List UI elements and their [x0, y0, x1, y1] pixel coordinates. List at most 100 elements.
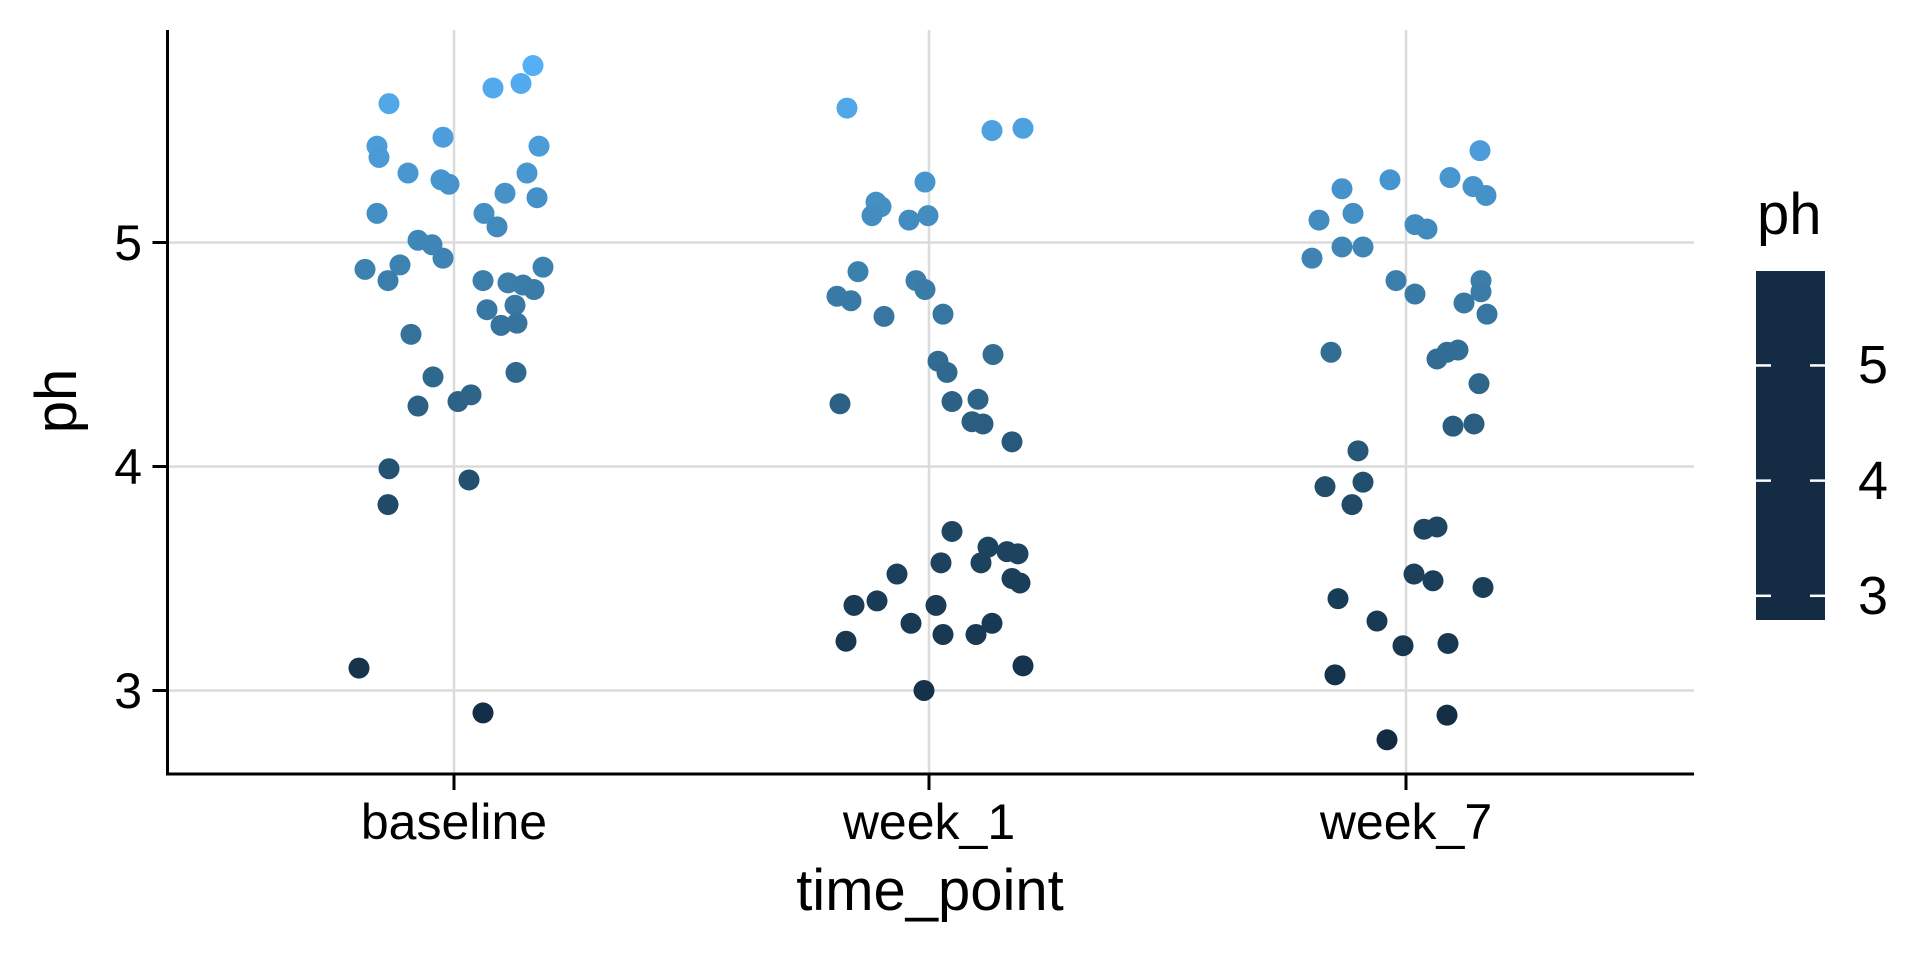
data-point	[1331, 178, 1353, 200]
data-point	[490, 314, 512, 336]
data-point	[432, 247, 454, 269]
data-point	[476, 299, 498, 321]
legend-gradient-bar	[1756, 271, 1825, 620]
data-point	[1453, 292, 1475, 314]
data-point	[914, 279, 936, 301]
data-point	[397, 162, 419, 184]
data-point	[941, 520, 963, 542]
data-point	[925, 594, 947, 616]
data-point	[1416, 218, 1438, 240]
data-point	[1403, 563, 1425, 585]
data-point	[1463, 413, 1485, 435]
data-point	[930, 552, 952, 574]
y-tick-label-5: 5	[114, 215, 142, 271]
x-axis-title: time_point	[796, 858, 1064, 923]
legend-tick-label-4: 4	[1858, 451, 1889, 511]
data-point	[1341, 494, 1363, 516]
data-point	[982, 344, 1004, 365]
gridlines	[169, 30, 1694, 773]
data-point	[389, 254, 411, 276]
data-point	[1376, 729, 1398, 751]
legend-tick-label-3: 3	[1858, 566, 1889, 626]
data-point	[898, 209, 920, 231]
data-point	[900, 612, 922, 634]
data-point	[1324, 664, 1346, 686]
data-point	[378, 458, 400, 480]
data-point	[1301, 247, 1323, 269]
data-point	[1352, 236, 1374, 258]
data-point	[847, 261, 869, 283]
data-point	[1469, 140, 1491, 162]
data-point	[1366, 610, 1388, 632]
data-point	[1475, 184, 1497, 206]
data-point	[972, 413, 994, 435]
data-point	[967, 388, 989, 410]
x-tick-label-week1: week_1	[842, 794, 1016, 850]
data-point	[1392, 635, 1414, 657]
data-point	[981, 612, 1003, 634]
data-point	[532, 256, 554, 278]
legend-title: ph	[1757, 182, 1822, 247]
data-point	[407, 395, 429, 417]
data-point	[354, 258, 376, 280]
data-point	[829, 393, 851, 415]
data-point	[1379, 169, 1401, 191]
data-point	[348, 657, 370, 679]
data-point	[1012, 117, 1034, 139]
data-point	[1426, 516, 1448, 538]
data-point	[1342, 202, 1364, 224]
data-point	[932, 303, 954, 325]
data-point	[1437, 632, 1459, 654]
data-point	[522, 55, 544, 77]
data-point	[965, 624, 987, 645]
data-point	[494, 182, 516, 204]
data-point	[516, 162, 538, 184]
data-point	[460, 384, 482, 406]
data-point	[432, 126, 454, 148]
data-point	[377, 494, 399, 516]
data-point	[1476, 303, 1498, 325]
data-point	[1347, 440, 1369, 462]
data-point	[1308, 209, 1330, 231]
data-point	[1007, 543, 1029, 565]
data-point	[936, 361, 958, 383]
data-point	[1470, 281, 1492, 303]
data-point	[1439, 167, 1461, 189]
data-point	[981, 120, 1003, 141]
data-point	[458, 469, 480, 491]
y-tick-label-3: 3	[114, 663, 142, 719]
data-point	[472, 702, 494, 724]
data-point	[523, 279, 545, 301]
data-point	[377, 270, 399, 292]
data-point	[1352, 471, 1374, 493]
data-point	[510, 72, 532, 94]
data-point	[438, 173, 460, 195]
data-point	[1442, 415, 1464, 437]
data-point	[1422, 570, 1444, 592]
data-point	[941, 391, 963, 413]
data-point	[886, 563, 908, 585]
data-point	[378, 93, 400, 115]
data-point	[1436, 704, 1458, 726]
data-point	[528, 135, 550, 157]
data-point	[861, 205, 883, 227]
data-point	[914, 171, 936, 193]
data-point	[836, 97, 858, 119]
y-axis-title: ph	[24, 368, 89, 434]
data-point	[1009, 572, 1031, 594]
data-point	[1327, 588, 1349, 610]
data-point	[482, 77, 504, 99]
data-point	[917, 205, 939, 227]
data-point	[486, 216, 508, 238]
data-point	[1314, 476, 1336, 498]
data-points	[348, 55, 1498, 751]
data-point	[472, 270, 494, 292]
data-point	[932, 624, 954, 645]
data-point	[422, 366, 444, 388]
data-point	[506, 312, 528, 334]
data-point	[913, 680, 935, 701]
axis-ticks	[152, 241, 1408, 790]
data-point	[504, 294, 526, 316]
